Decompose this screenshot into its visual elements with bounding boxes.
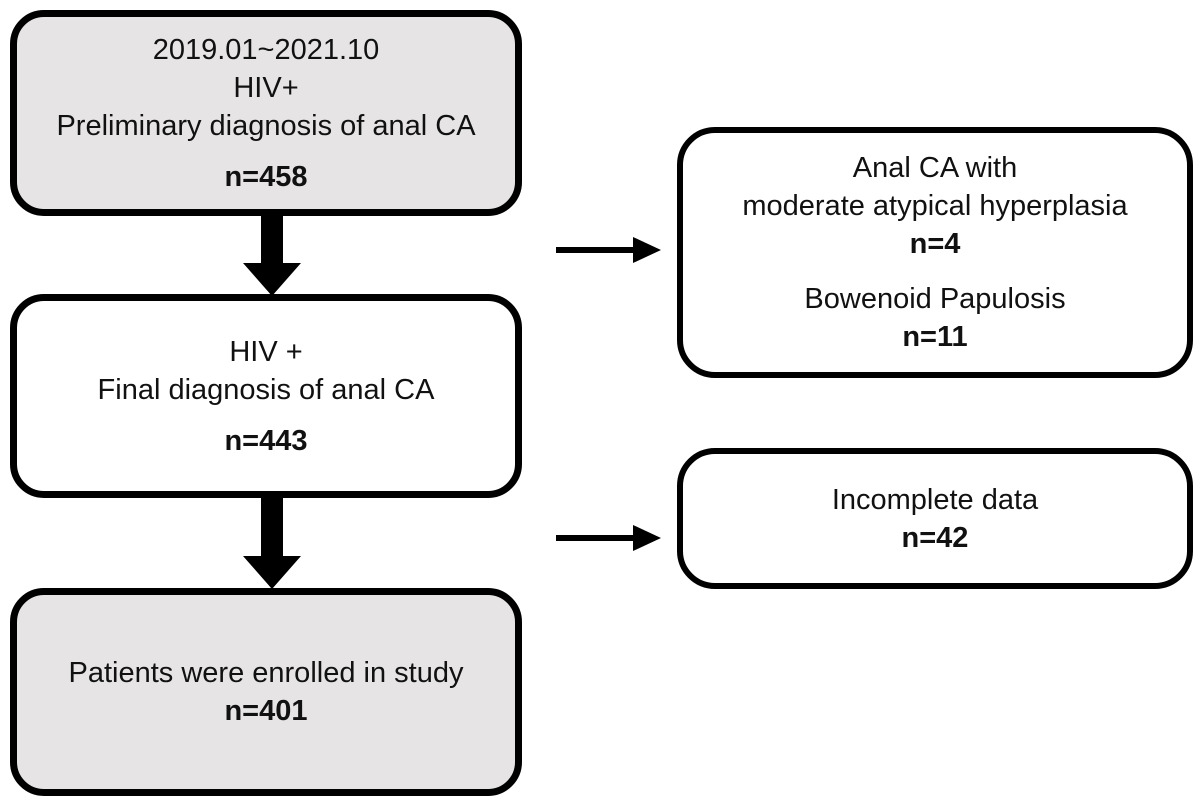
box-text-line: Anal CA with <box>852 152 1018 184</box>
arrow-right-icon <box>556 237 661 263</box>
box-text-line: Bowenoid Papulosis <box>804 283 1066 315</box>
box-text-line: Patients were enrolled in study <box>68 657 464 689</box>
box-patients-enrolled: Patients were enrolled in study n=401 <box>10 588 522 796</box>
box-text-line: Preliminary diagnosis of anal CA <box>56 109 476 142</box>
sample-count: n=11 <box>902 321 968 353</box>
sample-count: n=4 <box>909 228 961 260</box>
sample-count: n=401 <box>224 695 308 727</box>
box-text-line: Final diagnosis of anal CA <box>97 373 435 406</box>
box-preliminary-diagnosis: 2019.01~2021.10 HIV+ Preliminary diagnos… <box>10 10 522 216</box>
box-text-line: Incomplete data <box>831 483 1039 516</box>
box-excluded-incomplete-data: Incomplete data n=42 <box>677 448 1193 589</box>
box-final-diagnosis: HIV + Final diagnosis of anal CA n=443 <box>10 294 522 498</box>
arrow-right-icon <box>556 525 661 551</box>
box-text-line: moderate atypical hyperplasia <box>742 190 1128 222</box>
sample-count: n=42 <box>901 521 969 554</box>
box-text-line: HIV+ <box>233 71 299 104</box>
block-arrow-down-icon <box>243 212 301 296</box>
sample-count: n=458 <box>224 160 308 193</box>
box-text-line: 2019.01~2021.10 <box>152 33 380 66</box>
box-text-line: HIV + <box>229 335 303 368</box>
box-excluded-pathology: Anal CA with moderate atypical hyperplas… <box>677 127 1193 378</box>
block-arrow-down-icon <box>243 495 301 589</box>
sample-count: n=443 <box>224 424 308 457</box>
